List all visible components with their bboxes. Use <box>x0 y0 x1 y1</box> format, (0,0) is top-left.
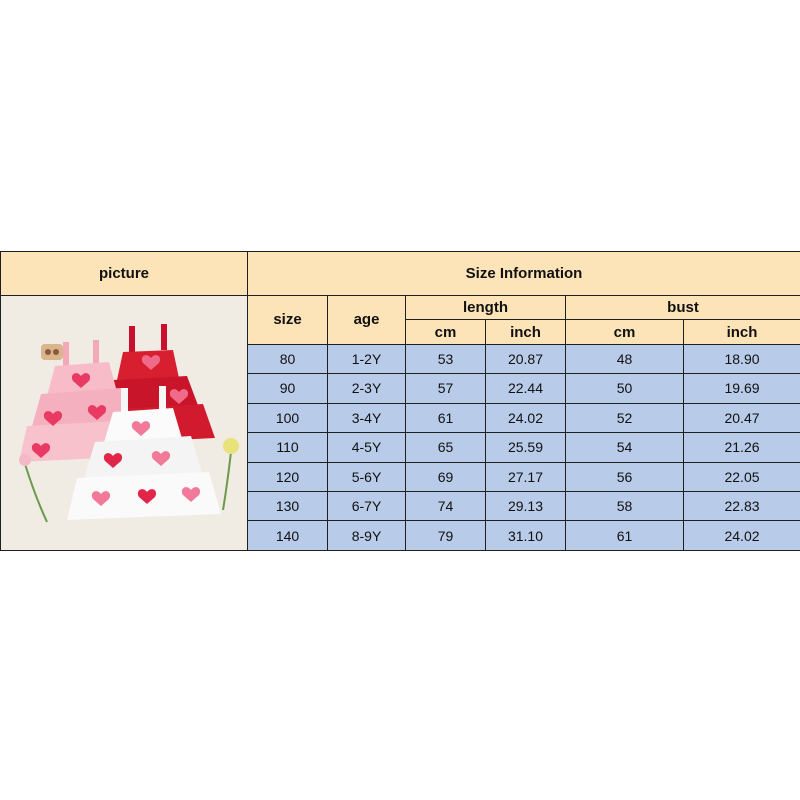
age-cell: 8-9Y <box>327 520 406 551</box>
age-cell: 1-2Y <box>327 343 406 375</box>
bust-cm-cell: 48 <box>565 343 684 375</box>
size-information-header: Size Information <box>246 251 800 296</box>
bust-cm-cell: 54 <box>565 432 684 463</box>
length-cm-cell: 65 <box>405 432 486 463</box>
product-photo <box>0 295 248 551</box>
length-inch-cell: 20.87 <box>485 343 566 375</box>
length-cm-header: cm <box>405 319 486 345</box>
length-inch-cell: 25.59 <box>485 432 566 463</box>
bust-inch-cell: 20.47 <box>682 402 800 434</box>
heart-decorations <box>31 355 201 506</box>
age-cell: 3-4Y <box>327 402 406 434</box>
size-cell: 110 <box>247 432 328 463</box>
bust-cm-header: cm <box>565 319 684 345</box>
length-cm-cell: 61 <box>405 402 486 434</box>
length-inch-header: inch <box>485 319 566 345</box>
length-inch-cell: 24.02 <box>485 402 566 434</box>
tag-decoration <box>41 344 63 360</box>
length-inch-cell: 31.10 <box>485 520 566 551</box>
table-row: 130 6-7Y 74 29.13 58 22.83 <box>1 491 800 522</box>
bust-cm-cell: 52 <box>565 402 684 434</box>
length-cm-cell: 69 <box>405 461 486 493</box>
size-cell: 100 <box>247 402 328 434</box>
table-row: 80 1-2Y 53 20.87 48 18.90 <box>1 343 800 375</box>
bust-inch-cell: 19.69 <box>682 373 800 404</box>
length-cm-cell: 57 <box>405 373 486 404</box>
age-cell: 6-7Y <box>327 491 406 522</box>
bust-inch-cell: 21.26 <box>682 432 800 463</box>
size-table: picture Size Information <box>0 251 800 551</box>
size-cell: 120 <box>247 461 328 493</box>
table-row: 100 3-4Y 61 24.02 52 20.47 <box>1 402 800 434</box>
length-column-header: length <box>405 294 566 321</box>
table-row: 110 4-5Y 65 25.59 54 21.26 <box>1 432 800 463</box>
length-cm-cell: 79 <box>405 520 486 551</box>
bust-inch-cell: 18.90 <box>682 343 800 375</box>
bust-cm-cell: 50 <box>565 373 684 404</box>
length-inch-cell: 27.17 <box>485 461 566 493</box>
bust-cm-cell: 56 <box>565 461 684 493</box>
length-cm-cell: 74 <box>405 491 486 522</box>
size-cell: 80 <box>247 343 328 375</box>
flower-decorations <box>19 438 239 523</box>
red-dress <box>95 324 215 444</box>
age-cell: 5-6Y <box>327 461 406 493</box>
bust-inch-cell: 22.83 <box>682 491 800 522</box>
size-cell: 90 <box>247 373 328 404</box>
dress-photo-image <box>1 296 247 550</box>
bust-inch-cell: 22.05 <box>682 461 800 493</box>
table-row: 140 8-9Y 79 31.10 61 24.02 <box>1 520 800 551</box>
age-cell: 4-5Y <box>327 432 406 463</box>
size-column-header: size <box>247 295 328 345</box>
bust-cm-cell: 58 <box>565 491 684 522</box>
age-cell: 2-3Y <box>327 373 406 404</box>
size-cell: 130 <box>247 491 328 522</box>
length-inch-cell: 22.44 <box>485 373 566 404</box>
size-cell: 140 <box>247 520 328 551</box>
bust-inch-header: inch <box>682 319 800 345</box>
bust-cm-cell: 61 <box>565 520 684 551</box>
age-column-header: age <box>327 295 406 345</box>
length-cm-cell: 53 <box>405 343 486 375</box>
picture-header: picture <box>0 251 248 296</box>
white-dress <box>67 386 221 520</box>
size-chart: picture Size Information <box>0 251 800 551</box>
bust-inch-cell: 24.02 <box>682 520 800 551</box>
bust-column-header: bust <box>564 294 800 321</box>
table-row: 120 5-6Y 69 27.17 56 22.05 <box>1 461 800 493</box>
length-inch-cell: 29.13 <box>485 491 566 522</box>
table-row: 90 2-3Y 57 22.44 50 19.69 <box>1 373 800 404</box>
